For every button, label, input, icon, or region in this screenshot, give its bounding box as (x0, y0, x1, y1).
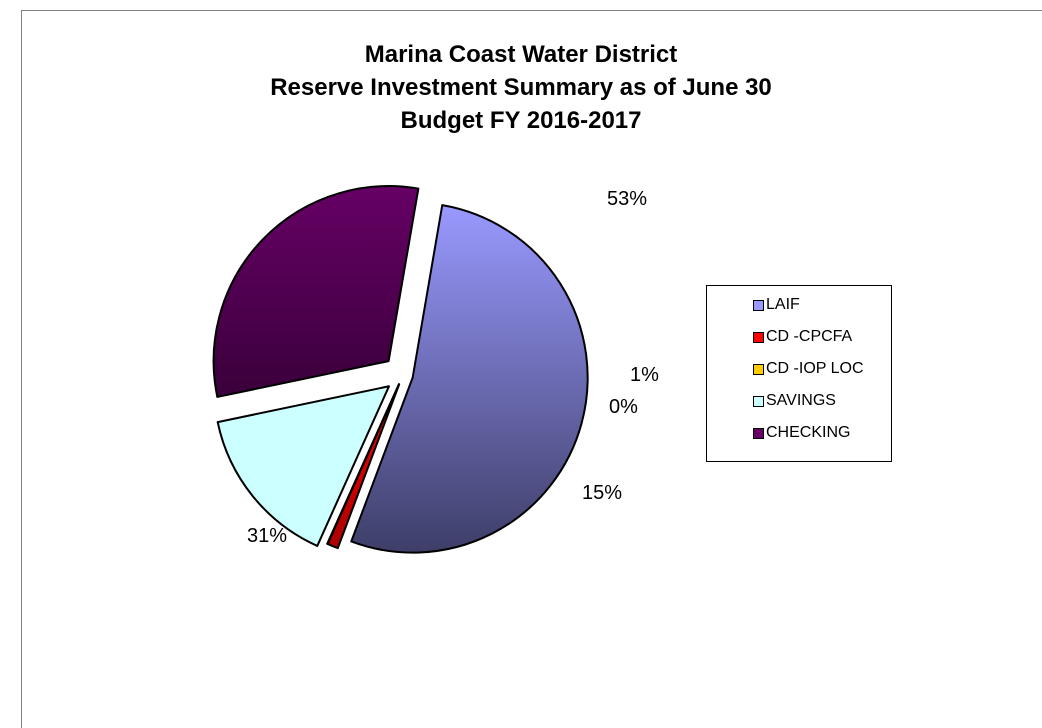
legend-label-checking: CHECKING (766, 424, 851, 441)
legend-label-cd-iop-loc: CD -IOP LOC (766, 360, 864, 377)
data-label-cd-cpcfa: 1% (630, 364, 659, 386)
chart-title: Marina Coast Water District Reserve Inve… (0, 38, 1042, 137)
chart-title-line-3: Budget FY 2016-2017 (400, 107, 642, 134)
pie-slice-cd-iop-loc (326, 383, 400, 545)
data-label-checking: 31% (247, 525, 288, 547)
legend-item-cd-iop-loc: CD -IOP LOC (753, 358, 864, 380)
chart-title-line-1: Marina Coast Water District (364, 41, 678, 68)
legend-swatch-laif (753, 299, 764, 311)
legend-item-laif: LAIF (753, 294, 800, 316)
pie-slice-checking (212, 185, 420, 398)
legend-label-savings: SAVINGS (766, 392, 836, 409)
legend-item-savings: SAVINGS (753, 390, 836, 412)
data-label-savings: 15% (582, 482, 623, 504)
chart-title-line-2: Reserve Investment Summary as of June 30 (270, 74, 772, 101)
data-label-cd-iop-loc: 0% (609, 396, 638, 418)
legend: LAIF CD -CPCFA CD -IOP LOC SAVINGS CHECK… (706, 285, 892, 462)
legend-swatch-cd-iop-loc (753, 363, 764, 375)
pie-slice-savings (216, 385, 390, 547)
legend-item-checking: CHECKING (753, 422, 850, 444)
legend-swatch-checking (753, 427, 764, 439)
data-label-laif: 53% (607, 188, 648, 210)
legend-label-cd-cpcfa: CD -CPCFA (766, 328, 853, 345)
legend-item-cd-cpcfa: CD -CPCFA (753, 326, 852, 348)
pie-slice-laif (350, 204, 589, 554)
legend-swatch-cd-cpcfa (753, 331, 764, 343)
legend-swatch-savings (753, 395, 764, 407)
legend-label-laif: LAIF (766, 296, 800, 313)
